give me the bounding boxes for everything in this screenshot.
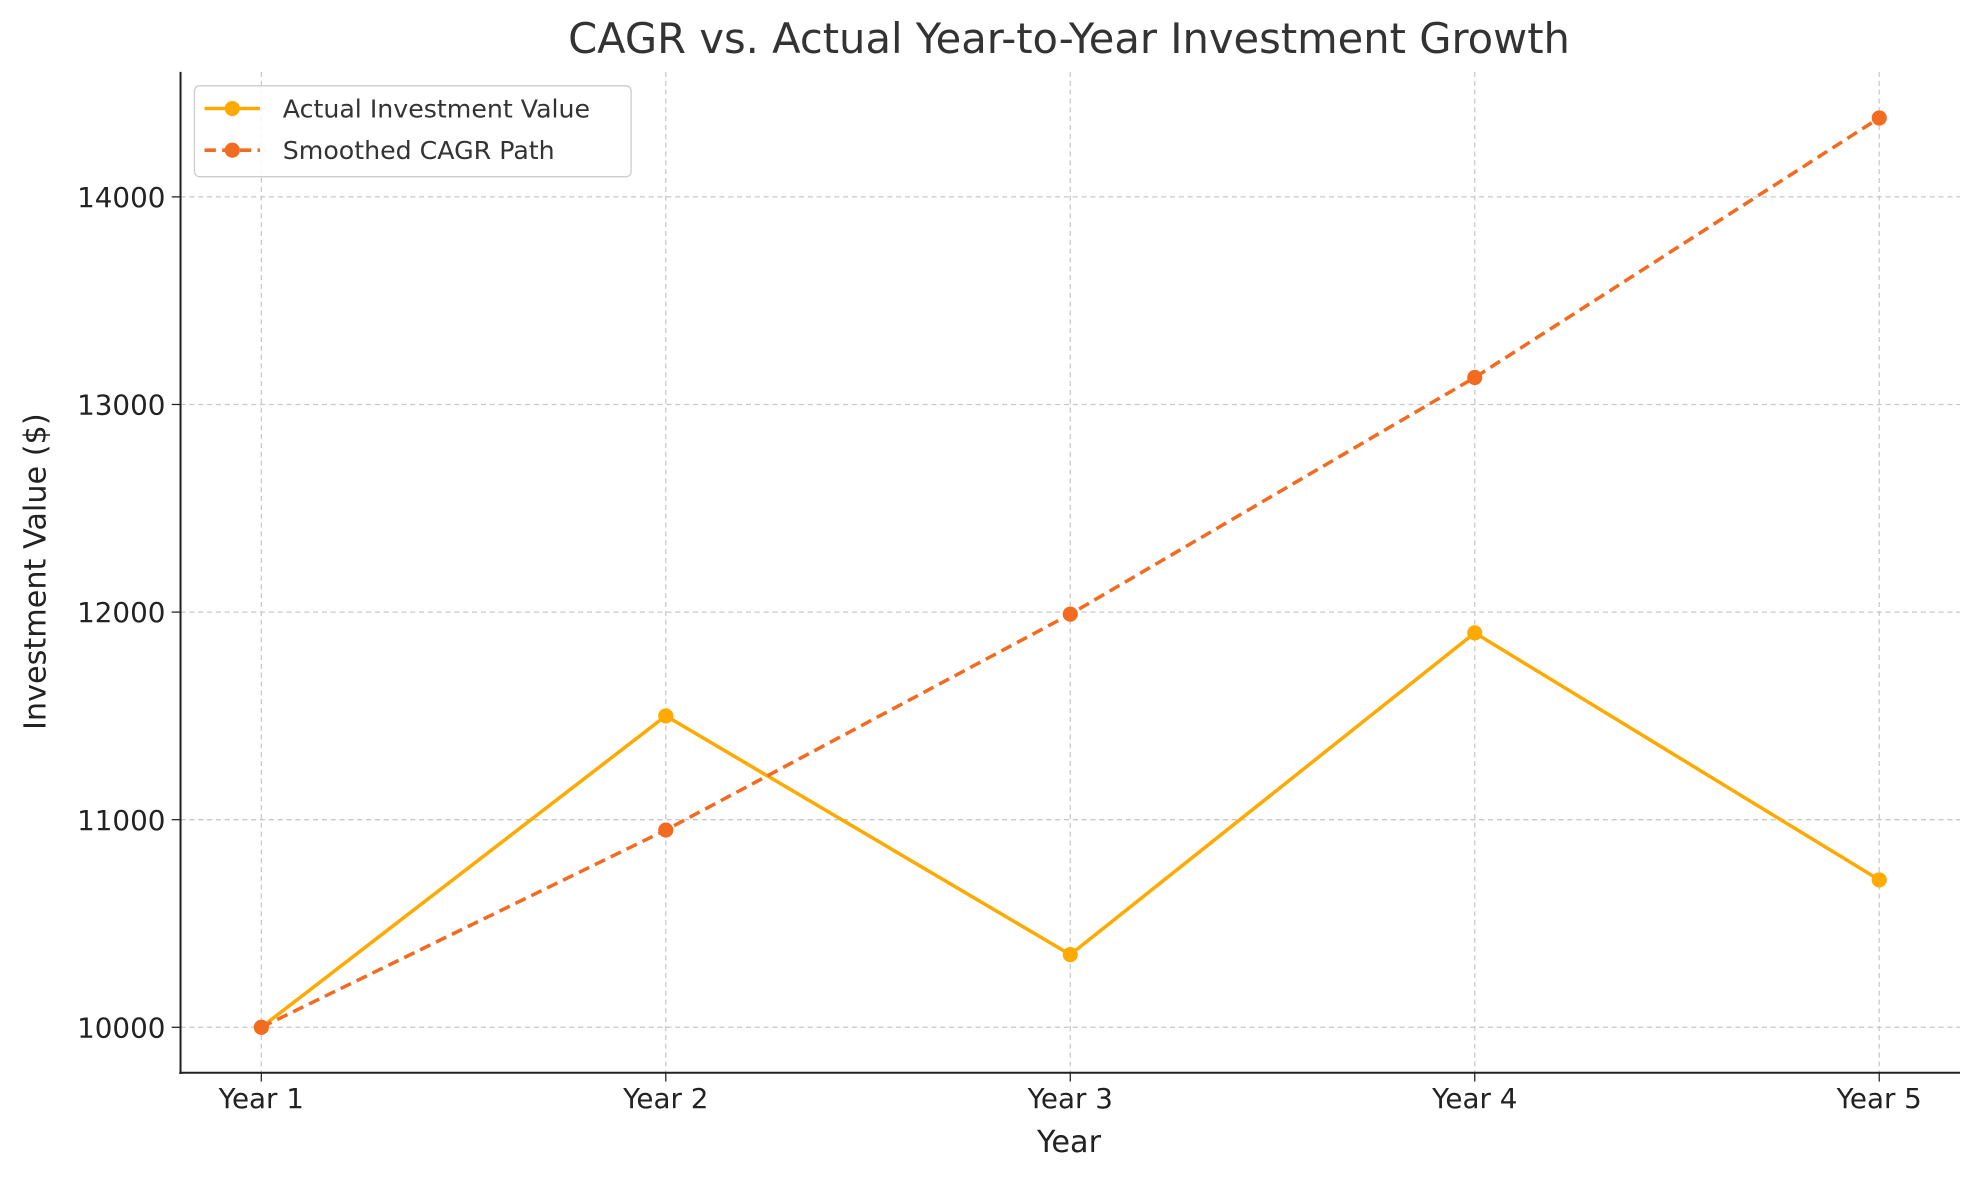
x-tick-label: Year 1	[218, 1082, 304, 1115]
data-point	[1467, 625, 1483, 641]
data-point	[1467, 369, 1483, 386]
data-point	[1062, 606, 1078, 622]
series-line	[260, 116, 1881, 1029]
y-tick-label: 11000	[77, 804, 165, 837]
x-axis-label: Year	[1036, 1125, 1102, 1160]
data-point	[1062, 947, 1078, 963]
ticks: 10000 11000 12000 13000 14000 Year 1 Year 2 Yea…	[77, 181, 1922, 1115]
x-tick-label: Year 4	[1431, 1082, 1517, 1115]
grid	[180, 71, 1961, 1073]
y-tick-label: 14000	[77, 181, 165, 214]
chart-title: CAGR vs. Actual Year-to-Year Investment …	[568, 14, 1570, 63]
legend-swatch-marker	[224, 100, 240, 117]
data-point	[1871, 872, 1887, 888]
data-point	[658, 708, 674, 724]
y-tick-label: 10000	[77, 1011, 165, 1044]
series-layer	[253, 110, 1887, 1035]
data-point	[1871, 110, 1887, 126]
y-tick-label: 12000	[77, 596, 165, 629]
y-tick-label: 13000	[77, 389, 165, 422]
data-point	[253, 1019, 269, 1035]
x-tick-label: Year 2	[622, 1082, 708, 1115]
legend-box	[193, 85, 632, 178]
x-tick-label: Year 3	[1027, 1082, 1113, 1115]
legend: Actual Investment Value Smoothed CAGR Pat…	[193, 85, 632, 178]
legend-swatch-marker	[224, 142, 240, 158]
data-point	[658, 822, 674, 838]
x-tick-label: Year 5	[1836, 1082, 1922, 1115]
legend-label: Actual Investment Value	[283, 94, 590, 123]
series-smoothed-cagr-path	[253, 110, 1887, 1035]
legend-label: Smoothed CAGR Path	[283, 136, 555, 165]
y-axis-label: Investment Value ($)	[18, 413, 53, 730]
